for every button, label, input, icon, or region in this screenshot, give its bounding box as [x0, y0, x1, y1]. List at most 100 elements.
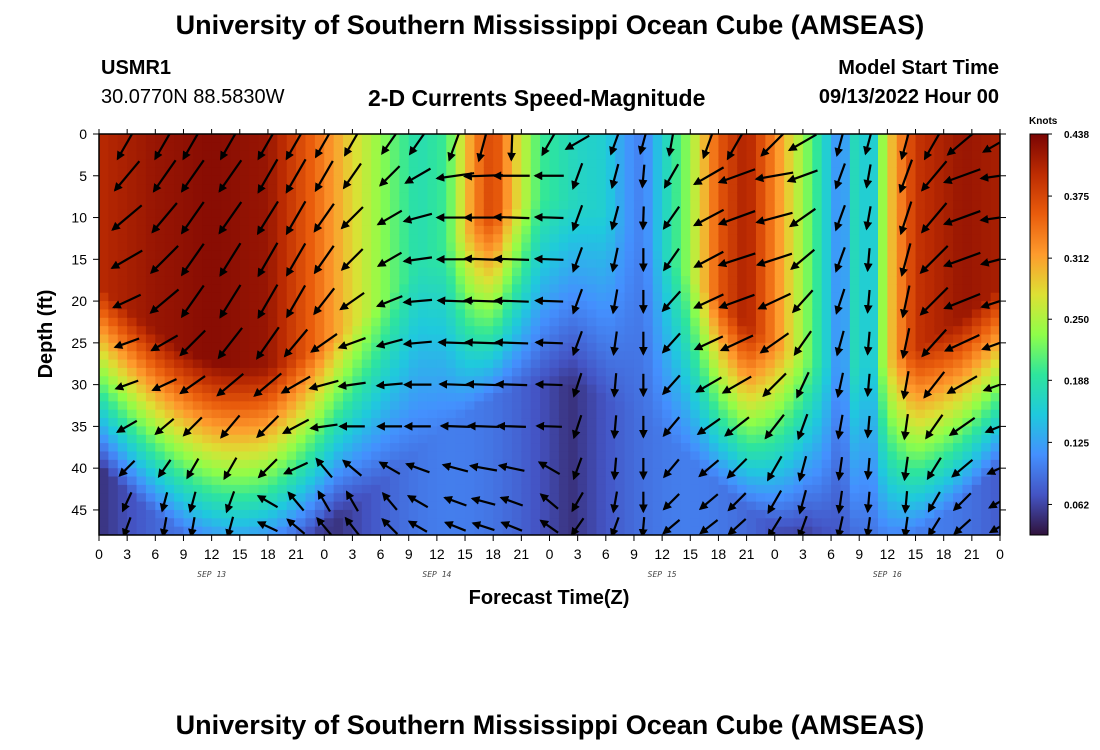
heatmap-cell: [305, 225, 316, 235]
heatmap-cell: [868, 209, 879, 219]
heatmap-cell: [183, 359, 194, 369]
heatmap-cell: [821, 259, 832, 269]
heatmap-cell: [558, 484, 569, 494]
current-vector: [379, 165, 401, 187]
current-vector: [835, 516, 845, 535]
heatmap-cell: [493, 175, 504, 185]
heatmap-cell: [755, 184, 766, 194]
heatmap-cell: [305, 276, 316, 285]
heatmap-cell: [352, 159, 363, 169]
heatmap-cell: [831, 209, 842, 219]
heatmap-cell: [493, 384, 504, 394]
heatmap-cell: [174, 384, 185, 394]
heatmap-cell: [624, 150, 635, 160]
heatmap-cell: [286, 167, 297, 177]
heatmap-cell: [474, 309, 485, 319]
heatmap-cell: [662, 234, 673, 244]
heatmap-cell: [389, 493, 400, 503]
heatmap-cell: [718, 200, 729, 210]
heatmap-cell: [887, 276, 898, 285]
heatmap-cell: [737, 443, 748, 453]
heatmap-cell: [127, 292, 138, 302]
heatmap-cell: [690, 451, 701, 461]
heatmap-cell: [483, 526, 494, 535]
heatmap-cell: [633, 167, 644, 177]
heatmap-cell: [446, 326, 457, 336]
heatmap-cell: [455, 159, 466, 169]
heatmap-cell: [821, 200, 832, 210]
heatmap-cell: [915, 351, 926, 361]
current-vector: [717, 168, 756, 184]
current-vector: [834, 134, 844, 157]
heatmap-cell: [690, 309, 701, 319]
heatmap-cell: [465, 501, 476, 511]
heatmap-cell: [549, 284, 560, 294]
heatmap-cell: [652, 418, 663, 427]
heatmap-cell: [877, 451, 888, 461]
current-vector: [118, 459, 136, 477]
current-vector: [764, 413, 785, 440]
heatmap-cell: [615, 384, 626, 394]
heatmap-cell: [887, 426, 898, 436]
heatmap-cell: [934, 359, 945, 369]
heatmap-cell: [211, 225, 222, 235]
heatmap-cell: [286, 317, 297, 327]
heatmap-cell: [389, 401, 400, 411]
heatmap-cell: [915, 459, 926, 469]
heatmap-cell: [371, 242, 382, 252]
heatmap-cell: [258, 242, 269, 252]
heatmap-cell: [530, 468, 541, 478]
heatmap-cell: [314, 468, 325, 478]
heatmap-cell: [690, 142, 701, 152]
heatmap-cell: [314, 142, 325, 152]
heatmap-cell: [587, 359, 598, 369]
heatmap-cell: [718, 150, 729, 160]
heatmap-cell: [812, 142, 823, 152]
heatmap-cell: [155, 351, 166, 361]
heatmap-cell: [361, 200, 372, 210]
heatmap-cell: [887, 518, 898, 528]
heatmap-cell: [530, 225, 541, 235]
heatmap-cell: [465, 192, 476, 202]
heatmap-cell: [277, 451, 288, 461]
heatmap-cell: [174, 468, 185, 478]
heatmap-cell: [549, 309, 560, 319]
heatmap-cell: [840, 409, 851, 419]
heatmap-cell: [493, 150, 504, 160]
heatmap-cell: [737, 384, 748, 394]
heatmap-cell: [324, 484, 335, 494]
heatmap-cell: [296, 184, 307, 194]
heatmap-cell: [709, 234, 720, 244]
heatmap-cell: [521, 392, 532, 402]
heatmap-cell: [277, 200, 288, 210]
current-vector: [834, 288, 846, 315]
heatmap-cell: [615, 142, 626, 152]
heatmap-cell: [962, 401, 973, 411]
heatmap-cell: [352, 267, 363, 277]
heatmap-cell: [511, 209, 522, 219]
heatmap-cell: [971, 309, 982, 319]
heatmap-cell: [380, 476, 391, 486]
heatmap-cell: [493, 326, 504, 336]
heatmap-cell: [389, 451, 400, 461]
heatmap-cell: [399, 426, 410, 436]
heatmap-cell: [164, 384, 175, 394]
heatmap-cell: [136, 192, 147, 202]
heatmap-cell: [971, 493, 982, 503]
heatmap-cell: [286, 459, 297, 469]
heatmap-cell: [192, 426, 203, 436]
heatmap-cell: [746, 225, 757, 235]
heatmap-cell: [840, 401, 851, 411]
heatmap-cell: [849, 184, 860, 194]
heatmap-cell: [981, 493, 992, 503]
heatmap-cell: [324, 418, 335, 427]
x-tick-label: 12: [204, 546, 220, 562]
heatmap-cell: [258, 459, 269, 469]
heatmap-cell: [990, 342, 1000, 352]
heatmap-cell: [840, 167, 851, 177]
heatmap-cell: [802, 359, 813, 369]
heatmap-cell: [202, 259, 213, 269]
heatmap-cell: [380, 200, 391, 210]
heatmap-cell: [305, 518, 316, 528]
heatmap-cell: [821, 468, 832, 478]
